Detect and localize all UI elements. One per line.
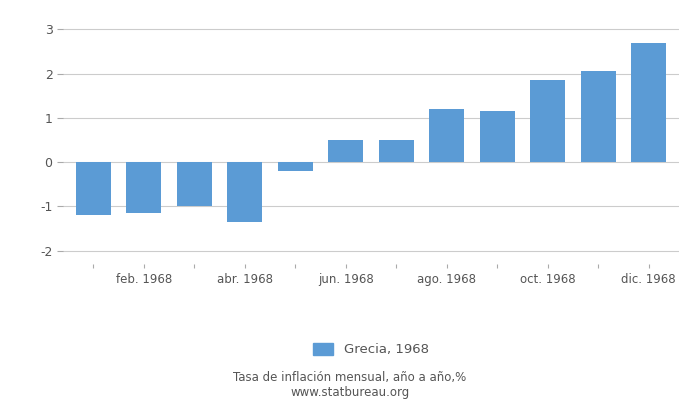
Bar xyxy=(176,162,212,206)
Text: Tasa de inflación mensual, año a año,%: Tasa de inflación mensual, año a año,% xyxy=(233,372,467,384)
Bar xyxy=(126,162,162,213)
Bar xyxy=(278,162,313,171)
Bar xyxy=(76,162,111,215)
Legend: Grecia, 1968: Grecia, 1968 xyxy=(308,338,434,362)
Bar xyxy=(480,111,515,162)
Bar xyxy=(580,71,616,162)
Bar xyxy=(328,140,363,162)
Bar xyxy=(631,42,666,162)
Bar xyxy=(530,80,566,162)
Text: www.statbureau.org: www.statbureau.org xyxy=(290,386,410,399)
Bar xyxy=(227,162,262,222)
Bar xyxy=(379,140,414,162)
Bar xyxy=(429,109,464,162)
